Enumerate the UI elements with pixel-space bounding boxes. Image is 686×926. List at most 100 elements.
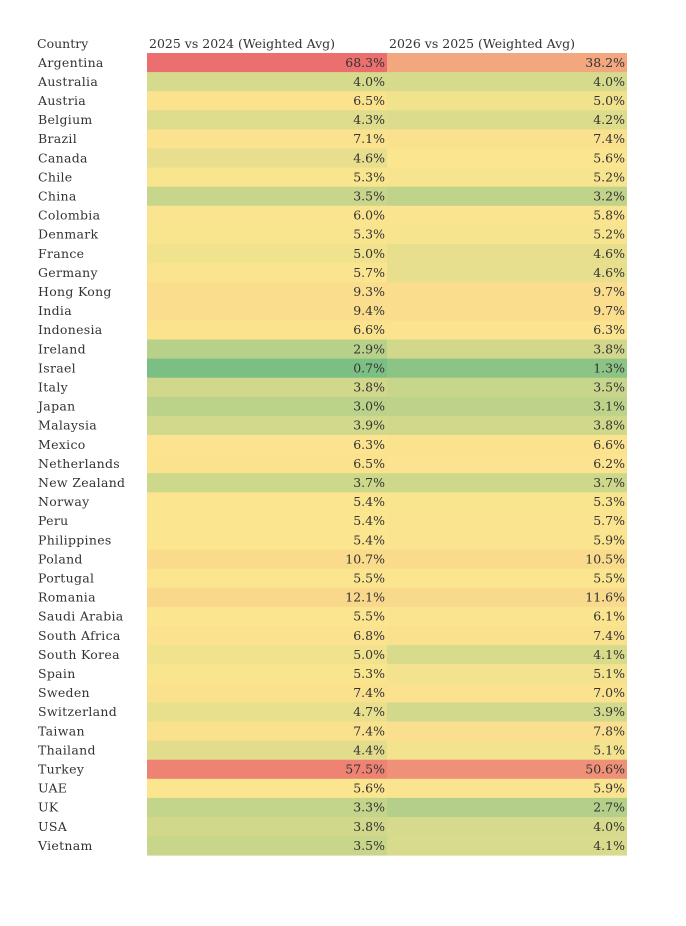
cell-chile-col2: [387, 167, 627, 188]
cell-india-col2: [387, 301, 627, 321]
cell-turkey-col1: [147, 759, 387, 780]
value-israel-col1: 0.7%: [353, 360, 385, 375]
value-chile-col1: 5.3%: [353, 169, 385, 184]
country-label-hong-kong: Hong Kong: [38, 284, 112, 299]
value-poland-col2: 10.5%: [585, 551, 625, 566]
value-israel-col2: 1.3%: [593, 360, 625, 375]
cell-spain-col1: [147, 664, 387, 684]
cell-peru-col1: [147, 511, 387, 531]
cell-japan-col2: [387, 396, 627, 417]
value-mexico-col1: 6.3%: [353, 437, 385, 452]
value-norway-col1: 5.4%: [353, 494, 385, 509]
cell-thailand-col2: [387, 740, 627, 761]
cell-peru-col2: [387, 511, 627, 531]
value-labels: 68.3% 38.2% 4.0% 4.0% 6.5% 5.0% 4.3% 4.2% 7.1% 7.…: [345, 55, 625, 853]
value-turkey-col2: 50.6%: [585, 761, 625, 776]
value-denmark-col1: 5.3%: [353, 227, 385, 242]
cell-hong-kong-col2: [387, 282, 627, 302]
country-label-taiwan: Taiwan: [38, 723, 85, 738]
cell-portugal-col2: [387, 568, 627, 589]
country-label-canada: Canada: [38, 150, 88, 165]
cell-uk-col2: [387, 797, 627, 818]
country-label-usa: USA: [38, 819, 68, 834]
cell-israel-col2: [387, 358, 627, 379]
value-colombia-col1: 6.0%: [353, 208, 385, 223]
value-indonesia-col1: 6.6%: [353, 322, 385, 337]
cell-ireland-col1: [147, 339, 387, 359]
cell-romania-col1: [147, 587, 387, 608]
value-france-col1: 5.0%: [353, 246, 385, 261]
country-label-thailand: Thailand: [38, 742, 96, 757]
value-ireland-col1: 2.9%: [353, 341, 385, 356]
value-indonesia-col2: 6.3%: [593, 322, 625, 337]
value-germany-col2: 4.6%: [593, 265, 625, 280]
cell-italy-col1: [147, 377, 387, 398]
country-label-south-korea: South Korea: [38, 647, 120, 662]
value-brazil-col2: 7.4%: [593, 131, 625, 146]
value-peru-col1: 5.4%: [353, 513, 385, 528]
cell-new-zealand-col2: [387, 473, 627, 493]
value-ireland-col2: 3.8%: [593, 341, 625, 356]
value-usa-col1: 3.8%: [353, 819, 385, 834]
cell-australia-col1: [147, 72, 387, 92]
value-argentina-col2: 38.2%: [585, 55, 625, 70]
cell-chile-col1: [147, 167, 387, 188]
country-label-norway: Norway: [38, 494, 90, 509]
value-argentina-col1: 68.3%: [345, 55, 385, 70]
cell-germany-col2: [387, 263, 627, 283]
value-china-col2: 3.2%: [593, 188, 625, 203]
cell-norway-col1: [147, 492, 387, 512]
value-canada-col1: 4.6%: [353, 150, 385, 165]
value-italy-col1: 3.8%: [353, 379, 385, 394]
country-label-poland: Poland: [38, 551, 83, 566]
value-taiwan-col2: 7.8%: [593, 723, 625, 738]
header-country: Country: [37, 36, 89, 51]
value-italy-col2: 3.5%: [593, 379, 625, 394]
cell-vietnam-col2: [387, 836, 627, 856]
country-label-denmark: Denmark: [38, 227, 99, 242]
cell-austria-col1: [147, 91, 387, 111]
cell-philippines-col2: [387, 530, 627, 550]
value-switzerland-col2: 3.9%: [593, 704, 625, 719]
value-turkey-col1: 57.5%: [345, 761, 385, 776]
country-label-peru: Peru: [38, 513, 68, 528]
cell-south-africa-col1: [147, 626, 387, 646]
cell-italy-col2: [387, 377, 627, 398]
cell-usa-col1: [147, 817, 387, 837]
cell-romania-col2: [387, 587, 627, 608]
value-china-col1: 3.5%: [353, 188, 385, 203]
value-hong-kong-col1: 9.3%: [353, 284, 385, 299]
cell-uae-col1: [147, 778, 387, 799]
country-label-uk: UK: [38, 800, 59, 815]
cell-argentina-col1: [147, 53, 387, 73]
country-label-sweden: Sweden: [38, 685, 90, 700]
country-label-vietnam: Vietnam: [37, 838, 93, 853]
value-south-korea-col1: 5.0%: [353, 647, 385, 662]
value-australia-col2: 4.0%: [593, 74, 625, 89]
value-malaysia-col1: 3.9%: [353, 418, 385, 433]
value-malaysia-col2: 3.8%: [593, 418, 625, 433]
cell-china-col1: [147, 186, 387, 207]
country-label-portugal: Portugal: [38, 570, 94, 585]
cell-south-africa-col2: [387, 626, 627, 646]
value-portugal-col2: 5.5%: [593, 570, 625, 585]
country-label-india: India: [38, 303, 72, 318]
country-label-australia: Australia: [37, 74, 98, 89]
country-label-japan: Japan: [36, 399, 75, 414]
value-chile-col2: 5.2%: [593, 169, 625, 184]
country-label-saudi-arabia: Saudi Arabia: [38, 609, 124, 624]
value-france-col2: 4.6%: [593, 246, 625, 261]
value-saudi-arabia-col1: 5.5%: [353, 609, 385, 624]
country-label-china: China: [38, 188, 77, 203]
cell-taiwan-col2: [387, 721, 627, 741]
value-india-col2: 9.7%: [593, 303, 625, 318]
cell-sweden-col1: [147, 683, 387, 703]
cell-poland-col1: [147, 549, 387, 570]
value-spain-col1: 5.3%: [353, 666, 385, 681]
value-vietnam-col1: 3.5%: [353, 838, 385, 853]
cell-canada-col2: [387, 148, 627, 168]
cell-mexico-col2: [387, 435, 627, 455]
cell-belgium-col2: [387, 110, 627, 130]
heatmap-cells: [147, 53, 627, 856]
